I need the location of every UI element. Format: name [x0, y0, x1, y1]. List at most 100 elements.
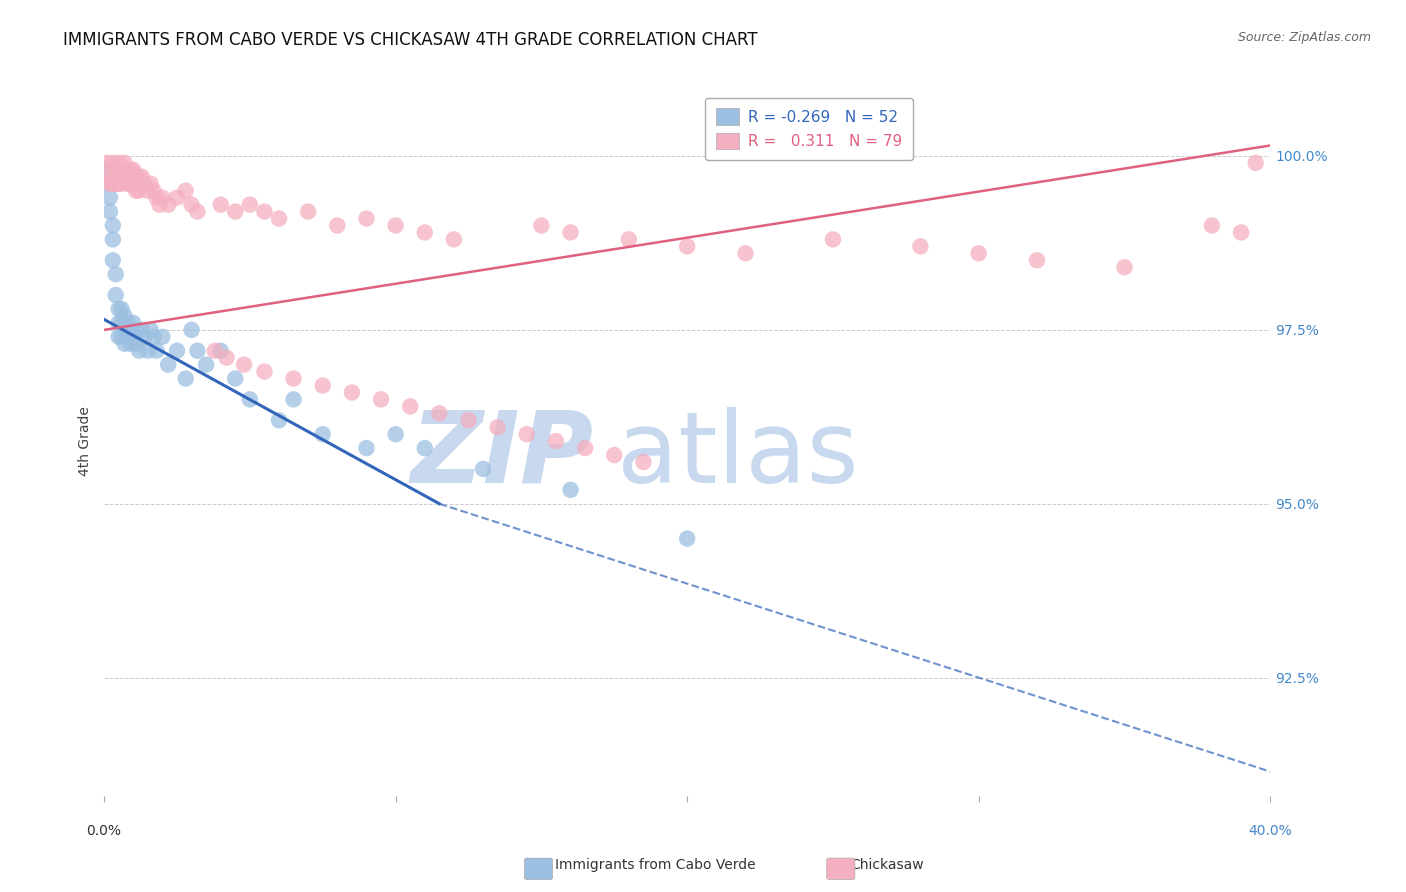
Point	[224, 371, 246, 385]
Point	[340, 385, 363, 400]
Point	[174, 371, 197, 385]
Point	[253, 204, 276, 219]
Point	[110, 316, 132, 330]
Point	[1244, 156, 1267, 170]
Text: atlas: atlas	[617, 407, 859, 504]
Point	[297, 204, 319, 219]
Point	[101, 177, 124, 191]
Point	[104, 162, 127, 177]
Point	[98, 204, 121, 219]
Point	[107, 316, 129, 330]
Point	[530, 219, 553, 233]
Point	[180, 197, 202, 211]
Point	[122, 177, 145, 191]
Point	[131, 323, 153, 337]
Point	[413, 226, 436, 240]
Y-axis label: 4th Grade: 4th Grade	[79, 406, 93, 476]
Point	[239, 392, 262, 407]
Point	[603, 448, 626, 462]
Text: 0.0%: 0.0%	[87, 823, 121, 838]
Point	[209, 343, 232, 358]
Point	[114, 323, 136, 337]
Point	[107, 177, 129, 191]
Point	[443, 232, 465, 246]
Text: ZIP: ZIP	[411, 407, 593, 504]
Point	[117, 316, 139, 330]
Point	[224, 204, 246, 219]
Point	[560, 483, 582, 497]
Point	[125, 169, 148, 184]
Point	[209, 197, 232, 211]
Point	[204, 343, 226, 358]
Point	[253, 365, 276, 379]
Point	[104, 267, 127, 281]
Point	[142, 184, 165, 198]
Legend: R = -0.269   N = 52, R =   0.311   N = 79: R = -0.269 N = 52, R = 0.311 N = 79	[704, 97, 912, 160]
Point	[134, 330, 156, 344]
Text: Immigrants from Cabo Verde: Immigrants from Cabo Verde	[555, 858, 756, 872]
Point	[120, 177, 142, 191]
Point	[734, 246, 756, 260]
Point	[110, 301, 132, 316]
Point	[122, 162, 145, 177]
Point	[1114, 260, 1136, 275]
Point	[98, 169, 121, 184]
Point	[114, 309, 136, 323]
Point	[98, 191, 121, 205]
Point	[283, 371, 305, 385]
Point	[174, 184, 197, 198]
Point	[107, 330, 129, 344]
Point	[117, 177, 139, 191]
Point	[125, 323, 148, 337]
Text: Source: ZipAtlas.com: Source: ZipAtlas.com	[1237, 31, 1371, 45]
Point	[215, 351, 238, 365]
Point	[633, 455, 655, 469]
Point	[186, 204, 208, 219]
Point	[101, 169, 124, 184]
Point	[157, 197, 180, 211]
Point	[110, 177, 132, 191]
Point	[1230, 226, 1253, 240]
Point	[486, 420, 509, 434]
Point	[1026, 253, 1049, 268]
Point	[128, 343, 150, 358]
Point	[101, 232, 124, 246]
Point	[131, 169, 153, 184]
Point	[142, 330, 165, 344]
Point	[145, 343, 167, 358]
Point	[233, 358, 256, 372]
Point	[267, 211, 290, 226]
Point	[128, 184, 150, 198]
Point	[427, 406, 450, 420]
Point	[472, 462, 495, 476]
Point	[101, 253, 124, 268]
Point	[384, 219, 406, 233]
Text: Chickasaw: Chickasaw	[851, 858, 924, 872]
Point	[110, 330, 132, 344]
Point	[326, 219, 349, 233]
Point	[195, 358, 218, 372]
Point	[96, 162, 118, 177]
Point	[186, 343, 208, 358]
Point	[676, 239, 699, 253]
Point	[136, 184, 159, 198]
Point	[125, 336, 148, 351]
Point	[574, 441, 596, 455]
Point	[114, 336, 136, 351]
Point	[120, 323, 142, 337]
Point	[384, 427, 406, 442]
Text: 40.0%: 40.0%	[1249, 823, 1292, 838]
Point	[148, 197, 170, 211]
Text: IMMIGRANTS FROM CABO VERDE VS CHICKASAW 4TH GRADE CORRELATION CHART: IMMIGRANTS FROM CABO VERDE VS CHICKASAW …	[63, 31, 758, 49]
Point	[312, 378, 335, 392]
Point	[136, 343, 159, 358]
Point	[312, 427, 335, 442]
Point	[356, 211, 378, 226]
Point	[101, 219, 124, 233]
Point	[560, 226, 582, 240]
Point	[117, 162, 139, 177]
Point	[128, 169, 150, 184]
Point	[283, 392, 305, 407]
Point	[120, 162, 142, 177]
Point	[239, 197, 262, 211]
